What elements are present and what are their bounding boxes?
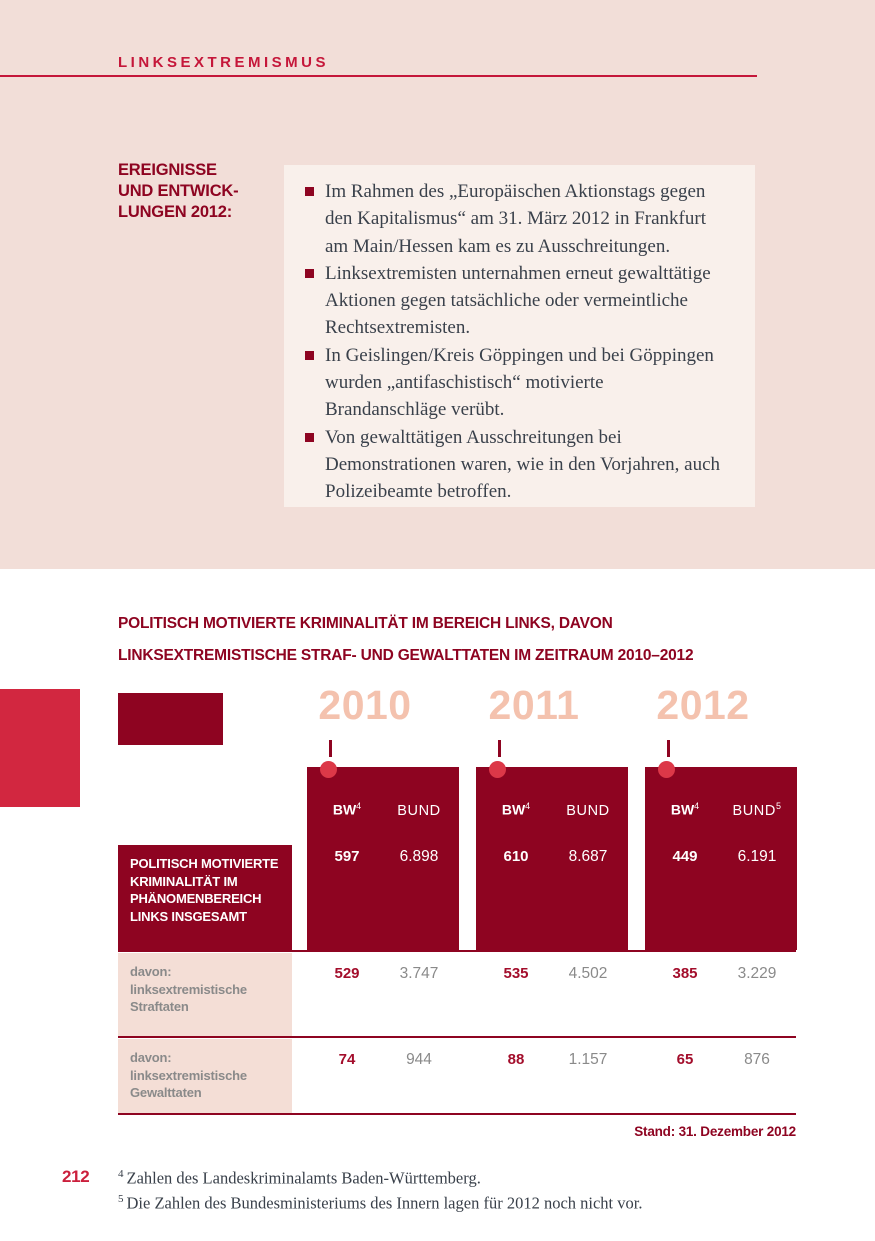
value-bw: 74 <box>338 1051 356 1068</box>
col-header-bund: BUND5 <box>732 801 782 819</box>
value-bund: 1.157 <box>568 1051 608 1068</box>
events-label-line: UND ENTWICK- <box>118 182 239 200</box>
year-column-2011: 2011 BW4 BUND 610 8.687 <box>476 682 628 950</box>
year-label: 2011 <box>488 682 580 728</box>
value-bund: 876 <box>744 1051 770 1068</box>
col-header-bw: BW4 <box>332 801 362 818</box>
value-bund: 8.687 <box>568 848 608 865</box>
timeline-tick <box>667 740 670 757</box>
year-label: 2012 <box>656 682 750 728</box>
footnote: 5 Die Zahlen des Bundesministeriums des I… <box>118 1193 643 1213</box>
table-row-straftaten: davon: linksextremistische Straftaten 52… <box>118 953 796 1036</box>
bullet-square-icon <box>305 350 314 360</box>
value-bund: 3.747 <box>399 965 439 982</box>
value-bw: 535 <box>503 965 529 982</box>
table-title-line: LINKSEXTREMISTISCHE STRAF- UND GEWALTTAT… <box>118 647 694 664</box>
data-block: BW4 BUND5 449 6.191 <box>645 767 797 950</box>
value-bw: 88 <box>507 1051 525 1068</box>
value-bw: 385 <box>672 965 698 982</box>
events-label-line: EREIGNISSE <box>118 161 217 179</box>
timeline-dot-icon <box>320 761 337 778</box>
list-item: Im Rahmen des „Europäischen Aktionstags … <box>305 178 729 260</box>
timeline-tick <box>498 740 501 757</box>
col-header-bund: BUND <box>566 802 610 819</box>
year-label: 2010 <box>318 682 412 728</box>
year-column-2012: 2012 BW4 BUND5 449 6.191 <box>645 682 797 950</box>
timeline-tick <box>329 740 332 757</box>
events-label-line: LUNGEN 2012: <box>118 203 233 221</box>
value-bund: 4.502 <box>568 965 608 982</box>
table-row-label-total: POLITISCH MOTIVIERTE KRIMINALITÄT IM PHÄ… <box>118 845 292 950</box>
list-item: Von gewalttätigen Ausschreitungen bei De… <box>305 424 729 506</box>
list-item: In Geislingen/Kreis Göppingen und bei Gö… <box>305 342 729 424</box>
value-bund: 6.191 <box>737 848 777 865</box>
bullet-square-icon <box>305 268 314 278</box>
value-group-2010: 529 3.747 <box>307 965 459 989</box>
value-bund: 944 <box>406 1051 432 1068</box>
table-title-line: POLITISCH MOTIVIERTE KRIMINALITÄT IM BER… <box>118 615 613 632</box>
value-bw: 449 <box>672 848 698 865</box>
page-number: 212 <box>62 1167 90 1186</box>
col-header-bund: BUND <box>397 802 441 819</box>
table-legend-box <box>118 693 223 745</box>
value-group-2012: 385 3.229 <box>645 965 797 989</box>
page-edge-tab <box>0 689 80 807</box>
bullet-text: Von gewalttätigen Ausschreitungen bei De… <box>325 426 721 503</box>
table-row-gewalttaten: davon: linksextremistische Gewalttaten 7… <box>118 1039 796 1113</box>
col-header-bw: BW4 <box>501 801 531 818</box>
value-bund: 3.229 <box>737 965 777 982</box>
list-item: Linksextremisten unternahmen erneut gewa… <box>305 260 729 342</box>
bullet-text: In Geislingen/Kreis Göppingen und bei Gö… <box>325 344 714 421</box>
bullet-text: Im Rahmen des „Europäischen Aktionstags … <box>325 181 706 257</box>
value-group-2010: 74 944 <box>307 1051 459 1075</box>
year-column-2010: 2010 BW4 BUND 597 6.898 <box>307 682 459 950</box>
col-header-bw: BW4 <box>670 801 700 818</box>
value-group-2012: 65 876 <box>645 1051 797 1075</box>
value-bw: 65 <box>676 1051 694 1068</box>
value-bw: 529 <box>334 965 360 982</box>
events-section-label: EREIGNISSE UND ENTWICK- LUNGEN 2012: <box>118 160 239 223</box>
events-box: Im Rahmen des „Europäischen Aktionstags … <box>284 165 755 507</box>
table-rule <box>118 1113 796 1115</box>
value-bw: 610 <box>503 848 529 865</box>
value-bw: 597 <box>334 848 360 865</box>
table-row-label: davon: linksextremistische Straftaten <box>118 953 292 1036</box>
data-block: BW4 BUND 610 8.687 <box>476 767 628 950</box>
bullet-square-icon <box>305 187 314 196</box>
bullet-text: Linksextremisten unternahmen erneut gewa… <box>325 262 711 339</box>
value-bund: 6.898 <box>399 848 439 865</box>
table-rule <box>118 1036 796 1038</box>
footnotes: 4 Zahlen des Landeskriminalamts Baden-Wür… <box>118 1164 642 1214</box>
timeline-dot-icon <box>658 761 675 778</box>
header-rule <box>0 75 757 77</box>
timeline-dot-icon <box>489 761 506 778</box>
bullet-square-icon <box>305 432 314 442</box>
running-head: LINKSEXTREMISMUS <box>118 54 330 71</box>
data-block: BW4 BUND 597 6.898 <box>307 767 459 950</box>
footnote: 4 Zahlen des Landeskriminalamts Baden-Wür… <box>118 1168 481 1188</box>
table-title: POLITISCH MOTIVIERTE KRIMINALITÄT IM BER… <box>118 608 694 672</box>
value-group-2011: 88 1.157 <box>476 1051 628 1075</box>
stand-note: Stand: 31. Dezember 2012 <box>634 1124 796 1139</box>
table-rule <box>118 950 796 952</box>
table-row-label: davon: linksextremistische Gewalttaten <box>118 1039 292 1113</box>
value-group-2011: 535 4.502 <box>476 965 628 989</box>
